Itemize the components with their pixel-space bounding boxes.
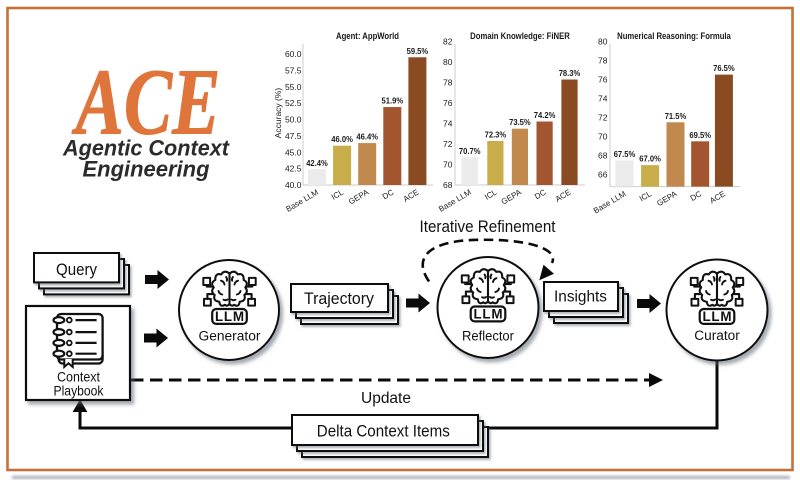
svg-text:72.3%: 72.3% [485, 129, 507, 139]
svg-text:76: 76 [598, 74, 608, 84]
svg-text:70: 70 [598, 132, 608, 142]
svg-text:76: 76 [443, 98, 453, 108]
svg-text:47.5: 47.5 [285, 131, 302, 141]
svg-text:59.5%: 59.5% [407, 46, 429, 56]
svg-text:Generator: Generator [199, 329, 262, 344]
svg-text:67.5%: 67.5% [614, 149, 636, 159]
svg-text:Domain Knowledge: FiNER: Domain Knowledge: FiNER [470, 31, 570, 41]
svg-text:60.0: 60.0 [285, 49, 302, 59]
svg-text:50.0: 50.0 [285, 115, 302, 125]
svg-text:73.5%: 73.5% [509, 117, 531, 127]
svg-text:42.4%: 42.4% [306, 158, 328, 168]
svg-text:74: 74 [598, 93, 608, 103]
svg-text:Trajectory: Trajectory [304, 290, 375, 308]
svg-text:72: 72 [598, 113, 608, 123]
svg-text:78: 78 [598, 55, 608, 65]
svg-text:74: 74 [443, 119, 453, 129]
svg-text:LLM: LLM [702, 309, 732, 324]
svg-text:67.0%: 67.0% [639, 154, 661, 164]
svg-text:72: 72 [443, 139, 453, 149]
svg-text:66: 66 [598, 170, 608, 180]
svg-text:Agentic Context: Agentic Context [62, 136, 231, 161]
svg-text:78: 78 [443, 78, 453, 88]
svg-text:68: 68 [443, 180, 453, 190]
svg-text:78.3%: 78.3% [559, 68, 581, 78]
svg-text:70.7%: 70.7% [459, 146, 481, 156]
svg-text:45.0: 45.0 [285, 147, 302, 157]
svg-text:52.5: 52.5 [285, 98, 302, 108]
svg-text:71.5%: 71.5% [665, 111, 687, 121]
svg-text:46.4%: 46.4% [356, 132, 378, 142]
svg-text:Context: Context [57, 369, 100, 385]
svg-text:40.0: 40.0 [285, 180, 302, 190]
svg-text:Numerical Reasoning: Formula: Numerical Reasoning: Formula [617, 31, 732, 41]
svg-text:Engineering: Engineering [83, 157, 211, 182]
svg-text:42.5: 42.5 [285, 164, 302, 174]
svg-text:76.5%: 76.5% [713, 63, 735, 73]
svg-text:Iterative Refinement: Iterative Refinement [420, 218, 556, 236]
svg-text:LLM: LLM [215, 309, 245, 324]
svg-text:Accuracy (%): Accuracy (%) [273, 88, 283, 139]
svg-text:69.5%: 69.5% [689, 130, 711, 140]
svg-text:Playbook: Playbook [54, 382, 105, 398]
svg-text:Query: Query [56, 261, 98, 279]
svg-text:Agent: AppWorld: Agent: AppWorld [336, 31, 399, 41]
svg-text:Update: Update [361, 390, 411, 407]
svg-text:ACE: ACE [72, 51, 221, 155]
svg-text:80: 80 [598, 36, 608, 46]
svg-text:70: 70 [443, 160, 453, 170]
svg-text:57.5: 57.5 [285, 65, 302, 75]
svg-text:Curator: Curator [694, 328, 740, 343]
svg-text:Delta Context Items: Delta Context Items [317, 423, 450, 441]
svg-text:82: 82 [443, 37, 453, 47]
svg-text:80: 80 [443, 57, 453, 67]
svg-text:51.9%: 51.9% [382, 96, 404, 106]
svg-text:LLM: LLM [473, 307, 503, 322]
svg-text:55.0: 55.0 [285, 82, 302, 92]
svg-text:Insights: Insights [554, 289, 607, 306]
svg-text:46.0%: 46.0% [331, 134, 353, 144]
svg-text:74.2%: 74.2% [534, 110, 556, 120]
svg-text:68: 68 [598, 151, 608, 161]
svg-text:Reflector: Reflector [462, 329, 514, 344]
